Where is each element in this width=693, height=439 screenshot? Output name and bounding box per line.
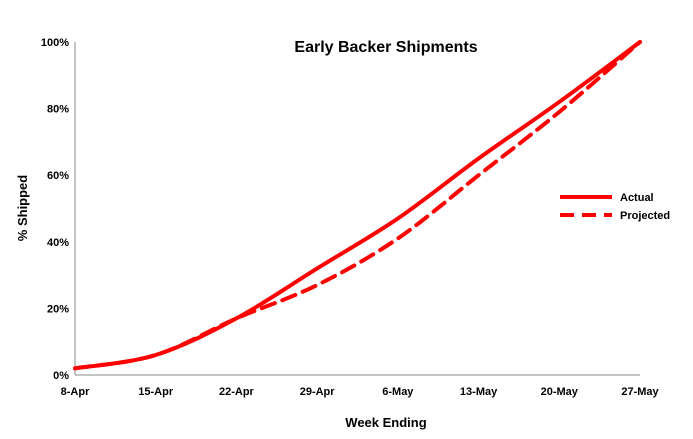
x-tick-label: 29-Apr	[300, 386, 336, 398]
chart-title: Early Backer Shipments	[294, 39, 477, 56]
x-tick-label: 22-Apr	[219, 386, 255, 398]
x-tick-label: 8-Apr	[61, 386, 90, 398]
legend-label-actual: Actual	[620, 192, 654, 204]
series-line-actual	[73, 40, 642, 371]
y-tick-label: 60%	[47, 170, 69, 182]
y-tick-label: 100%	[41, 37, 69, 49]
x-tick-label: 20-May	[541, 386, 579, 398]
x-tick-label: 6-May	[382, 386, 414, 398]
series-layer	[73, 40, 642, 371]
y-tick-label: 0%	[53, 370, 69, 382]
y-axis-title: % Shipped	[15, 175, 30, 242]
x-tick-label: 27-May	[621, 386, 659, 398]
legend-label-projected: Projected	[620, 210, 670, 222]
x-tick-label: 13-May	[460, 386, 498, 398]
legend: Actual Projected	[560, 192, 670, 222]
y-axis-ticks: 0% 20% 40% 60% 80% 100%	[41, 37, 69, 382]
series-line-projected	[73, 40, 642, 371]
y-tick-label: 40%	[47, 237, 69, 249]
x-tick-label: 15-Apr	[138, 386, 174, 398]
y-tick-label: 20%	[47, 303, 69, 315]
x-axis-ticks: 8-Apr 15-Apr 22-Apr 29-Apr 6-May 13-May 20-May…	[61, 386, 660, 398]
x-axis-title: Week Ending	[345, 415, 426, 430]
y-tick-label: 80%	[47, 104, 69, 116]
